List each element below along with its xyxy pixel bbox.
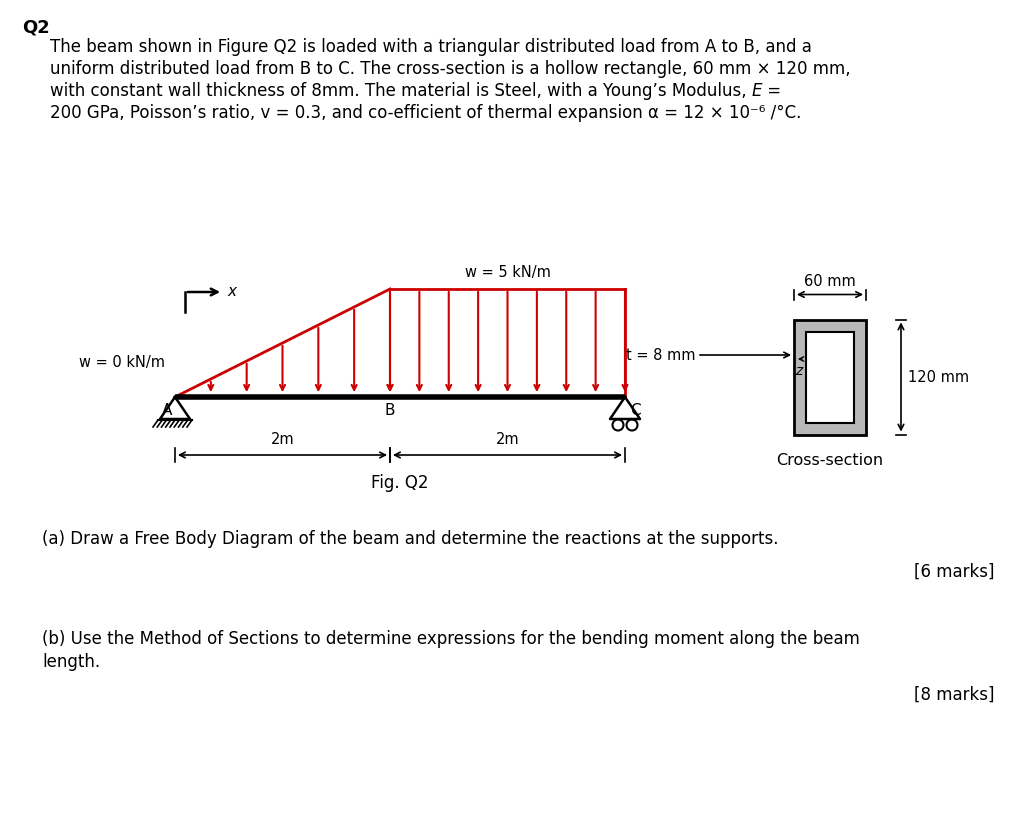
Text: 120 mm: 120 mm: [908, 370, 969, 385]
Text: [8 marks]: [8 marks]: [914, 686, 995, 703]
Text: uniform distributed load from B to C. The cross-section is a hollow rectangle, 6: uniform distributed load from B to C. Th…: [50, 60, 851, 78]
Text: w = 0 kN/m: w = 0 kN/m: [79, 355, 165, 370]
Text: 2m: 2m: [270, 432, 294, 447]
Text: Q2: Q2: [22, 18, 50, 36]
Text: t = 8 mm: t = 8 mm: [626, 348, 695, 363]
Text: 60 mm: 60 mm: [804, 273, 856, 288]
Text: (b) Use the Method of Sections to determine expressions for the bending moment a: (b) Use the Method of Sections to determ…: [42, 629, 860, 648]
Text: Fig. Q2: Fig. Q2: [372, 473, 429, 491]
Text: 2m: 2m: [496, 432, 519, 447]
Text: =: =: [763, 82, 781, 100]
Bar: [806, 332, 854, 423]
Text: Cross-section: Cross-section: [776, 453, 884, 468]
Text: x: x: [227, 283, 236, 299]
Text: z: z: [795, 364, 802, 378]
Text: A: A: [162, 403, 172, 418]
Bar: [794, 320, 866, 435]
Text: E: E: [752, 82, 763, 100]
Text: (a) Draw a Free Body Diagram of the beam and determine the reactions at the supp: (a) Draw a Free Body Diagram of the beam…: [42, 529, 778, 547]
Text: [6 marks]: [6 marks]: [914, 562, 995, 581]
Text: C: C: [630, 403, 641, 418]
Text: w = 5 kN/m: w = 5 kN/m: [465, 265, 551, 280]
Text: with constant wall thickness of 8mm. The material is Steel, with a Young’s Modul: with constant wall thickness of 8mm. The…: [50, 82, 752, 100]
Text: y: y: [826, 400, 835, 414]
Text: 200 GPa, Poisson’s ratio, v = 0.3, and co-efficient of thermal expansion α = 12 : 200 GPa, Poisson’s ratio, v = 0.3, and c…: [50, 104, 802, 122]
Text: B: B: [385, 403, 395, 418]
Text: length.: length.: [42, 653, 100, 670]
Text: The beam shown in Figure Q2 is loaded with a triangular distributed load from A : The beam shown in Figure Q2 is loaded wi…: [50, 38, 812, 56]
